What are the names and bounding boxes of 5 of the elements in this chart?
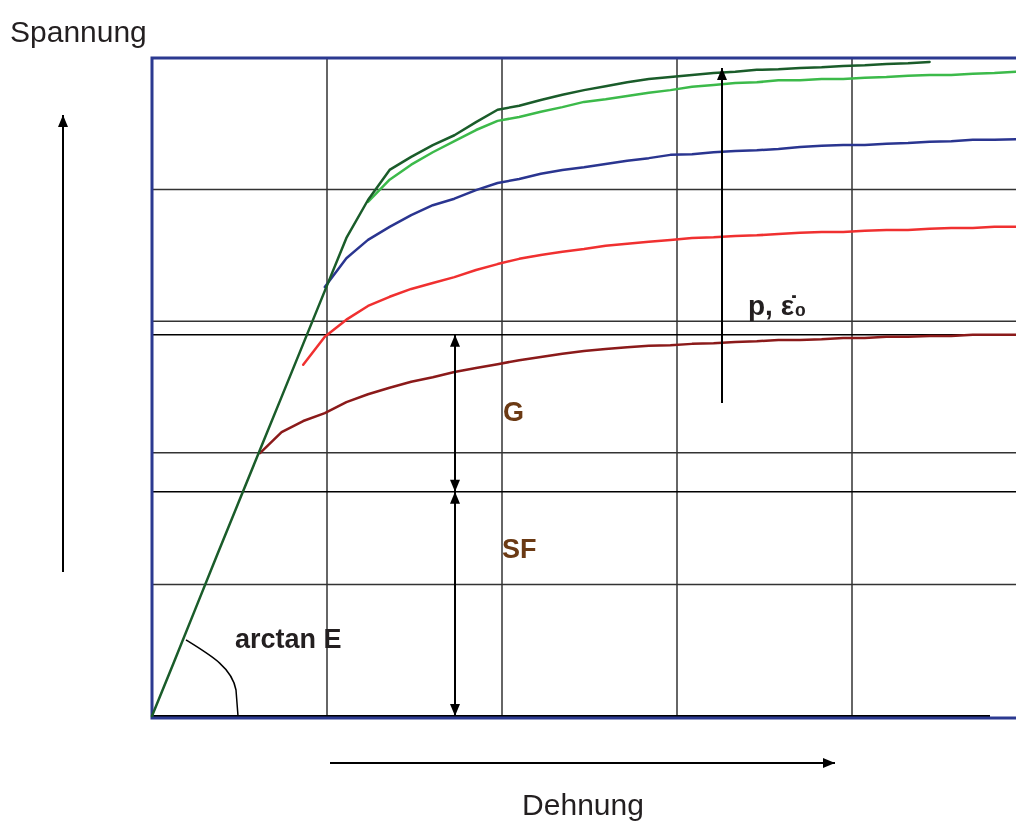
y-axis-title: Spannung xyxy=(10,15,147,48)
x-axis-title: Dehnung xyxy=(522,788,644,821)
annotation: G xyxy=(503,397,525,427)
annotation: p, ε̇₀ xyxy=(748,290,807,321)
annotation: SF xyxy=(502,534,537,564)
